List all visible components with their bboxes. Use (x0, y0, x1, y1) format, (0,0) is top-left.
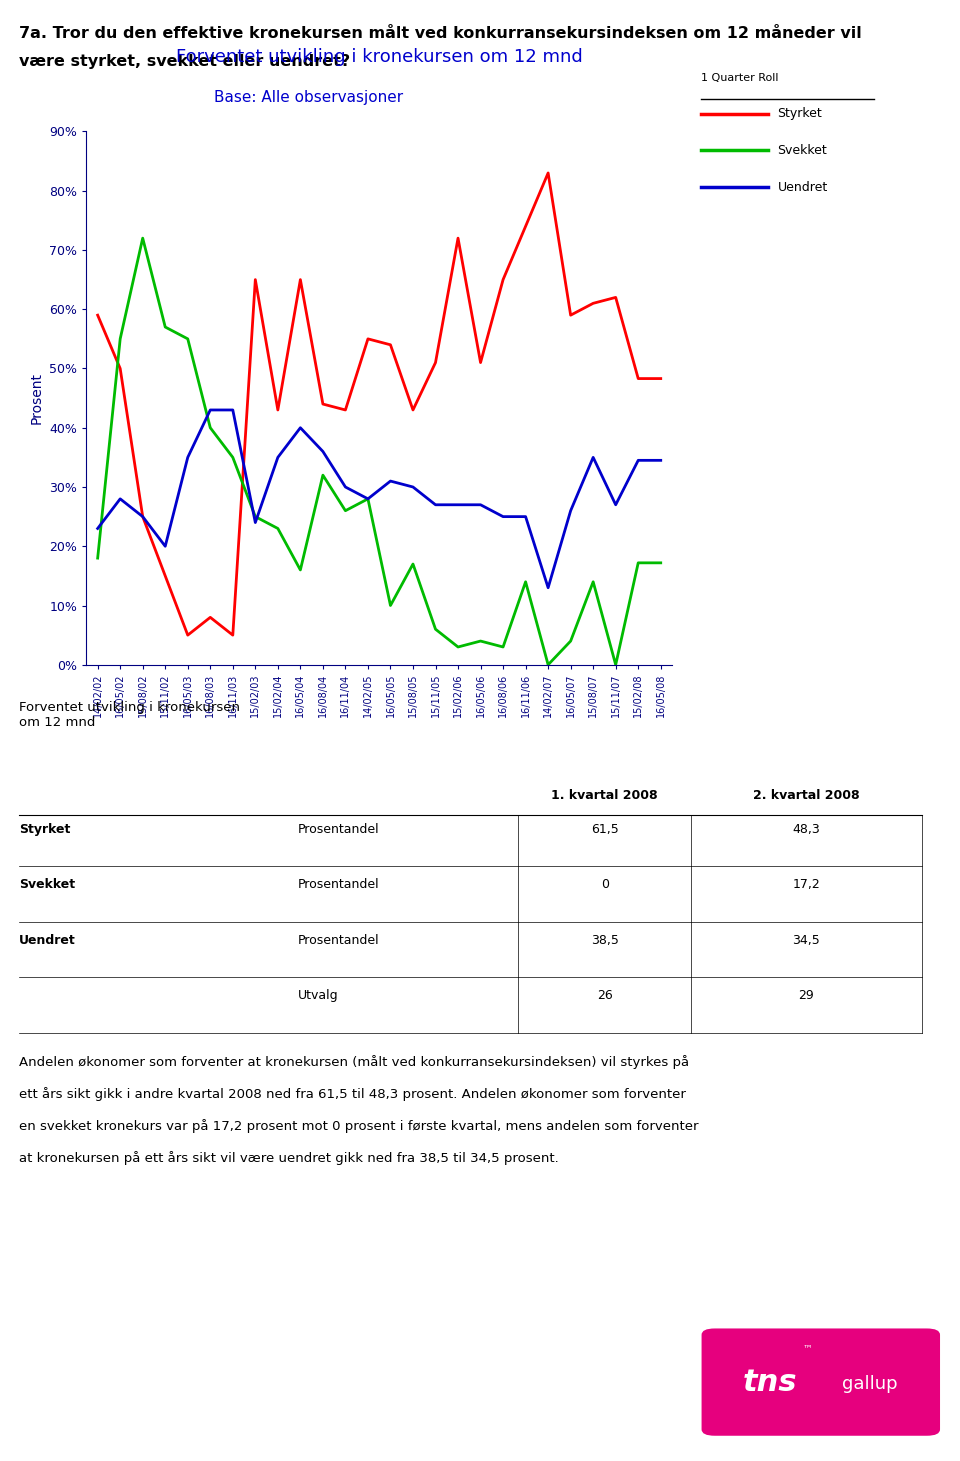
Y-axis label: Prosent: Prosent (30, 373, 44, 424)
Text: 1 Quarter Roll: 1 Quarter Roll (701, 73, 779, 83)
Text: Prosentandel: Prosentandel (298, 934, 379, 947)
Text: ett års sikt gikk i andre kvartal 2008 ned fra 61,5 til 48,3 prosent. Andelen øk: ett års sikt gikk i andre kvartal 2008 n… (19, 1087, 686, 1102)
Text: Svekket: Svekket (19, 878, 75, 891)
Text: Prosentandel: Prosentandel (298, 878, 379, 891)
Text: Prosentandel: Prosentandel (298, 823, 379, 836)
Text: Utvalg: Utvalg (298, 989, 338, 1002)
Text: 61,5: 61,5 (591, 823, 618, 836)
Text: tns: tns (743, 1367, 797, 1397)
Text: være styrket, svekket eller uendret?: være styrket, svekket eller uendret? (19, 54, 350, 69)
Text: Forventet utvikling i kronekursen om 12 mnd: Forventet utvikling i kronekursen om 12 … (176, 48, 583, 66)
Text: en svekket kronekurs var på 17,2 prosent mot 0 prosent i første kvartal, mens an: en svekket kronekurs var på 17,2 prosent… (19, 1119, 699, 1134)
Text: Styrket: Styrket (19, 823, 71, 836)
Text: 34,5: 34,5 (793, 934, 820, 947)
FancyBboxPatch shape (702, 1328, 940, 1436)
Text: gallup: gallup (842, 1375, 898, 1394)
Text: Uendret: Uendret (778, 181, 828, 193)
Text: 1. kvartal 2008: 1. kvartal 2008 (551, 789, 659, 802)
Text: Styrket: Styrket (778, 108, 823, 120)
Text: 29: 29 (799, 989, 814, 1002)
Text: Forventet utvikling i kronekursen
om 12 mnd: Forventet utvikling i kronekursen om 12 … (19, 701, 240, 729)
Text: Base: Alle observasjoner: Base: Alle observasjoner (214, 91, 403, 105)
Text: 2. kvartal 2008: 2. kvartal 2008 (753, 789, 860, 802)
Text: 7a. Tror du den effektive kronekursen målt ved konkurransekursindeksen om 12 mån: 7a. Tror du den effektive kronekursen må… (19, 26, 862, 41)
Text: Andelen økonomer som forventer at kronekursen (målt ved konkurransekursindeksen): Andelen økonomer som forventer at kronek… (19, 1055, 689, 1069)
Text: Uendret: Uendret (19, 934, 76, 947)
Text: 38,5: 38,5 (590, 934, 619, 947)
Text: Svekket: Svekket (778, 145, 828, 156)
Text: 48,3: 48,3 (793, 823, 820, 836)
Text: 17,2: 17,2 (793, 878, 820, 891)
Text: 26: 26 (597, 989, 612, 1002)
Text: at kronekursen på ett års sikt vil være uendret gikk ned fra 38,5 til 34,5 prose: at kronekursen på ett års sikt vil være … (19, 1151, 559, 1166)
Text: 0: 0 (601, 878, 609, 891)
Text: ™: ™ (803, 1344, 812, 1353)
